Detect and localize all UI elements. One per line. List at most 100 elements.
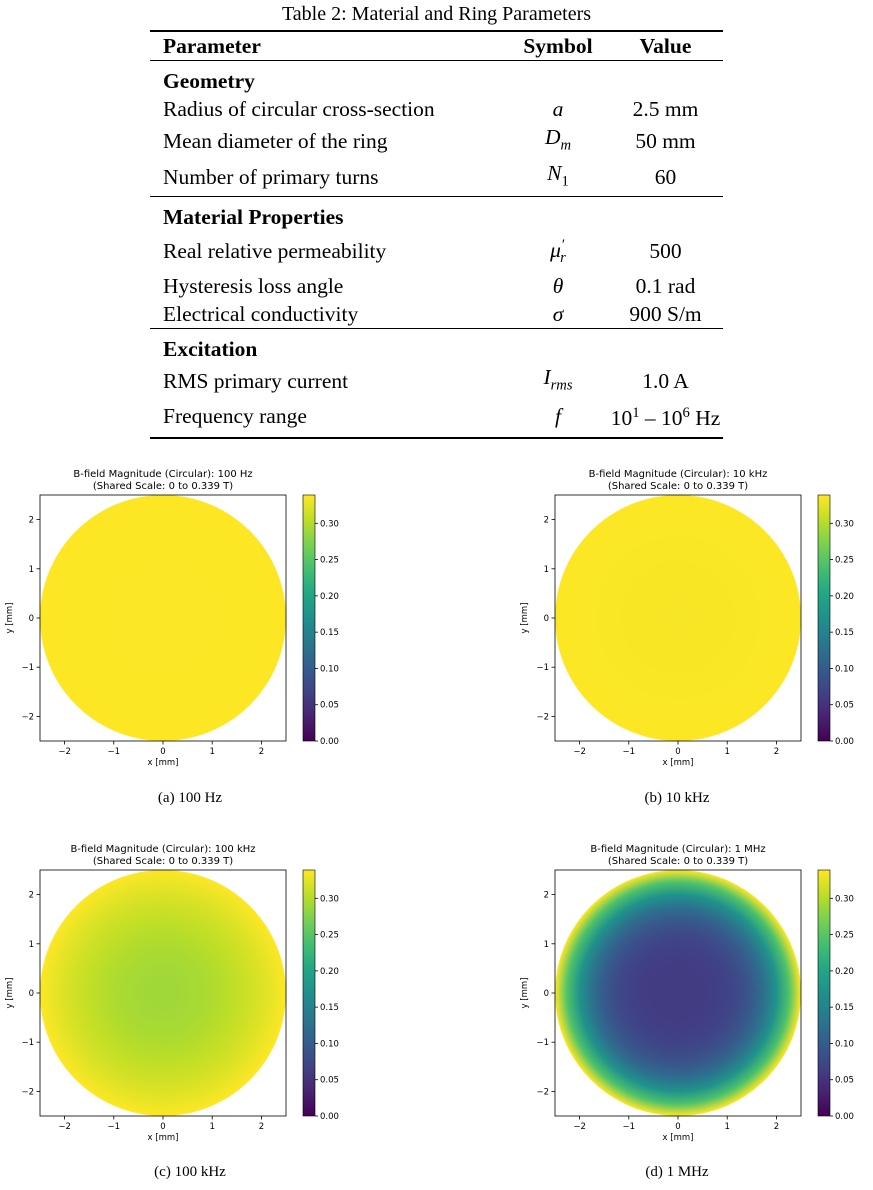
x-tick-label: 0 [160, 1122, 165, 1132]
param-symbol: μ′r [550, 236, 566, 267]
table-row: Number of primary turns N1 60 [150, 159, 723, 196]
x-tick-label: 0 [675, 1122, 680, 1132]
heatmap-svg: B-field Magnitude (Circular): 100 kHz(Sh… [5, 844, 339, 1143]
table-row: Hysteresis loss angle θ 0.1 rad [150, 272, 723, 300]
x-tick-label: 0 [675, 747, 680, 757]
y-tick-label: 0 [544, 614, 549, 624]
y-tick-label: 2 [544, 891, 549, 901]
param-symbol: Dm [544, 125, 572, 154]
colorbar-tick-label: 0.25 [835, 931, 854, 941]
param-symbol: N1 [547, 161, 569, 190]
figure-caption: (c) 100 kHz [154, 1164, 226, 1180]
colorbar-tick-label: 0.20 [320, 967, 339, 977]
param-name: Hysteresis loss angle [163, 274, 344, 299]
y-tick-label: −1 [21, 663, 34, 673]
y-tick-label: 0 [29, 989, 34, 999]
x-tick-label: −2 [573, 747, 586, 757]
colorbar-tick-label: 0.25 [320, 931, 339, 941]
plot-subtitle: (Shared Scale: 0 to 0.339 T) [608, 481, 748, 492]
y-axis-label: y [mm] [5, 603, 15, 634]
y-tick-label: 1 [29, 565, 34, 575]
y-tick-label: −2 [21, 712, 34, 722]
colorbar-tick-label: 0.05 [835, 701, 854, 711]
param-name: Mean diameter of the ring [163, 129, 388, 154]
y-axis-label: y [mm] [5, 978, 15, 1009]
figure-c-100khz: B-field Magnitude (Circular): 100 kHz (Sh… [4, 840, 344, 1180]
colorbar-tick-label: 0.00 [320, 737, 339, 747]
colorbar-tick-label: 0.30 [835, 894, 854, 904]
plot-title: B-field Magnitude (Circular): 10 kHz [589, 469, 768, 480]
colorbar-tick-label: 0.20 [320, 592, 339, 602]
colorbar-tick-label: 0.05 [320, 701, 339, 711]
plot-title: B-field Magnitude (Circular): 100 Hz [73, 469, 252, 480]
table-row: Frequency range f 101 – 106 Hz [150, 399, 723, 439]
section-excitation: Excitation [150, 328, 723, 364]
x-tick-label: −2 [58, 1122, 71, 1132]
x-tick-label: 1 [724, 1122, 729, 1132]
figure-caption: (b) 10 kHz [644, 790, 710, 806]
y-tick-label: 2 [29, 516, 34, 526]
b-field-disk [555, 495, 801, 741]
heatmap-svg: B-field Magnitude (Circular): 100 Hz(Sha… [5, 469, 339, 768]
param-value: 101 – 106 Hz [608, 399, 723, 439]
x-axis-label: x [mm] [148, 1133, 179, 1143]
figure-a-100hz: B-field Magnitude (Circular): 100 Hz (Sha… [4, 465, 344, 805]
header-symbol: Symbol [508, 30, 608, 61]
figure-d-1mhz: B-field Magnitude (Circular): 1 MHz (Shar… [519, 840, 859, 1180]
param-value: 60 [654, 165, 677, 190]
colorbar-tick-label: 0.15 [835, 628, 854, 638]
table-row: Radius of circular cross-section a 2.5 m… [150, 95, 723, 123]
param-value: 500 [649, 239, 682, 264]
x-axis-label: x [mm] [148, 758, 179, 768]
colorbar-tick-label: 0.15 [320, 628, 339, 638]
param-name: Radius of circular cross-section [163, 97, 435, 121]
table-row: Mean diameter of the ring Dm 50 mm [150, 123, 723, 159]
y-tick-label: −2 [536, 1087, 549, 1097]
b-field-disk [40, 870, 286, 1116]
y-tick-label: 0 [544, 989, 549, 999]
colorbar [817, 494, 831, 742]
figure-b-10khz: B-field Magnitude (Circular): 10 kHz (Sha… [519, 465, 859, 805]
plot-subtitle: (Shared Scale: 0 to 0.339 T) [93, 856, 233, 867]
table-row: Real relative permeability μ′r 500 [150, 231, 723, 272]
y-tick-label: −1 [21, 1038, 34, 1048]
colorbar-tick-label: 0.30 [835, 519, 854, 529]
colorbar [302, 494, 316, 742]
y-tick-label: −1 [536, 663, 549, 673]
header-value: Value [608, 30, 723, 61]
y-axis-label: y [mm] [520, 978, 530, 1009]
y-tick-label: −2 [21, 1087, 34, 1097]
parameter-table: Parameter Symbol Value Geometry Radius o… [150, 30, 723, 439]
heatmap-svg: B-field Magnitude (Circular): 10 kHz(Sha… [520, 469, 854, 768]
x-tick-label: 2 [774, 747, 779, 757]
param-value: 0.1 rad [635, 274, 696, 299]
section-title: Material Properties [150, 195, 723, 231]
y-axis-label: y [mm] [520, 603, 530, 634]
x-tick-label: −1 [108, 747, 121, 757]
b-field-disk [40, 495, 286, 741]
colorbar-tick-label: 0.00 [835, 1112, 854, 1122]
param-value: 2.5 mm [632, 97, 699, 121]
y-tick-label: 0 [29, 614, 34, 624]
x-tick-label: 1 [724, 747, 729, 757]
colorbar-tick-label: 0.05 [320, 1076, 339, 1086]
x-tick-label: −1 [108, 1122, 121, 1132]
x-tick-label: −2 [58, 747, 71, 757]
colorbar-tick-label: 0.10 [320, 664, 339, 674]
param-name: RMS primary current [163, 369, 349, 394]
plot-title: B-field Magnitude (Circular): 100 kHz [70, 844, 255, 855]
colorbar-tick-label: 0.25 [320, 556, 339, 566]
b-field-disk [555, 870, 801, 1116]
colorbar-tick-label: 0.30 [320, 519, 339, 529]
colorbar-tick-label: 0.20 [835, 592, 854, 602]
x-tick-label: 1 [209, 747, 214, 757]
colorbar-tick-label: 0.10 [835, 1039, 854, 1049]
param-value: 1.0 A [642, 369, 689, 394]
section-title: Geometry [163, 69, 255, 93]
section-geometry: Geometry [150, 61, 723, 96]
param-value: 900 S/m [629, 302, 702, 327]
param-value: 50 mm [635, 129, 696, 154]
colorbar-tick-label: 0.15 [835, 1003, 854, 1013]
param-symbol: Irms [543, 365, 573, 394]
x-tick-label: 1 [209, 1122, 214, 1132]
